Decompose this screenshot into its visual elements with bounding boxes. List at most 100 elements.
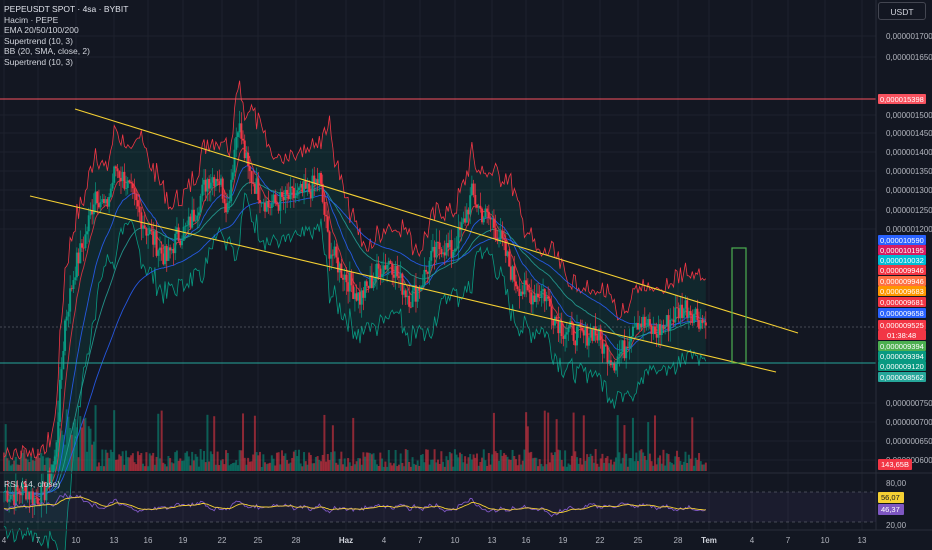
- volume-bar: [126, 457, 129, 471]
- time-axis[interactable]: 4 7 10 13 16 19 22 25 28 Haz 4 7 10 13 16 19 22 25 28 Tem 4 7…: [2, 536, 867, 545]
- volume-bar: [613, 461, 616, 471]
- candle-body: [689, 311, 692, 316]
- volume-bar: [204, 462, 207, 471]
- volume-bar: [550, 452, 553, 471]
- candle-body: [670, 319, 673, 321]
- volume-bar: [703, 464, 706, 471]
- candle-body: [267, 200, 270, 208]
- volume-bar: [584, 460, 587, 471]
- volume-bar: [270, 455, 273, 471]
- legend-supertrend-2[interactable]: Supertrend (10, 3): [4, 56, 73, 67]
- volume-bar: [69, 427, 72, 471]
- volume-bar: [404, 449, 407, 471]
- volume-bar: [21, 452, 24, 471]
- rsi-badge: [878, 492, 904, 503]
- candle-body: [111, 182, 114, 189]
- candle-body: [119, 177, 122, 182]
- candle-body: [338, 263, 341, 273]
- legend-ema[interactable]: EMA 20/50/100/200: [4, 25, 79, 36]
- volume-bar: [297, 449, 300, 471]
- candle-body: [638, 323, 641, 330]
- volume-bar: [704, 462, 707, 471]
- candle-body: [57, 421, 60, 443]
- candle-body: [472, 183, 475, 195]
- volume-bar: [343, 458, 346, 471]
- candle-body: [101, 199, 104, 203]
- candle-body: [604, 344, 607, 346]
- candle-body: [242, 138, 245, 141]
- volume-bar: [214, 464, 217, 471]
- volume-bar: [555, 419, 558, 471]
- volume-bar: [218, 465, 221, 471]
- candle-body: [77, 252, 80, 264]
- horizontal-levels[interactable]: [0, 98, 876, 364]
- rsi-legend[interactable]: RSI (14, close): [4, 479, 61, 489]
- candle-body: [664, 326, 667, 329]
- volume-bar: [233, 462, 236, 471]
- volume-bar: [267, 463, 270, 471]
- currency-button[interactable]: USDT: [878, 2, 926, 20]
- candle-body: [438, 242, 441, 250]
- candle-body: [528, 290, 531, 293]
- price-badge: [878, 320, 926, 330]
- volume-bar: [659, 455, 662, 471]
- volume-bar: [391, 465, 394, 471]
- candle-body: [103, 199, 106, 204]
- bb-lower: [3, 192, 707, 550]
- candle-body: [370, 275, 373, 288]
- volume-bar: [320, 461, 323, 471]
- volume-bar: [684, 451, 687, 471]
- volume-bar: [642, 452, 645, 471]
- volume-bar: [99, 465, 102, 471]
- volume-bar: [637, 461, 640, 471]
- candle-body: [96, 191, 99, 204]
- volume-bar: [414, 464, 417, 471]
- candle-body: [28, 491, 31, 500]
- candle-body: [582, 330, 585, 336]
- volume-bar: [359, 458, 361, 471]
- volume-bar: [33, 460, 36, 471]
- ema-line-40: [4, 181, 706, 496]
- candle-body: [143, 225, 146, 229]
- volume-bar: [187, 456, 190, 471]
- candle-body: [660, 325, 663, 336]
- symbol-title[interactable]: PEPEUSDT SPOT · 4sa · BYBIT: [4, 4, 129, 14]
- trendlines[interactable]: [29, 108, 799, 373]
- volume-bar: [386, 466, 389, 471]
- volume-bar: [206, 414, 209, 471]
- candle-body: [218, 181, 221, 185]
- volume-bar: [547, 412, 550, 471]
- volume-bar: [681, 464, 684, 471]
- price-badge-label: 0,000015398: [880, 95, 924, 104]
- candle-body: [355, 293, 358, 301]
- candle-body: [416, 287, 419, 302]
- volume-bar: [352, 417, 355, 471]
- volume-bar: [104, 449, 107, 471]
- volume-bar: [491, 454, 494, 471]
- volume-bar: [496, 453, 499, 471]
- legend-supertrend[interactable]: Supertrend (10, 3): [4, 35, 73, 46]
- volume-bar: [413, 463, 416, 471]
- volume-bar: [4, 424, 7, 471]
- candle-body: [160, 247, 163, 254]
- volume-bar: [401, 462, 404, 471]
- volume-bar: [392, 463, 395, 471]
- candle-body: [211, 177, 214, 183]
- legend-volume[interactable]: Hacim · PEPE: [4, 14, 59, 25]
- candle-body: [230, 179, 233, 202]
- volume-bar: [475, 453, 478, 471]
- volume-bar: [26, 459, 29, 471]
- candle-body: [109, 188, 112, 197]
- legend-bb[interactable]: BB (20, SMA, close, 2): [4, 46, 90, 57]
- candle-body: [184, 225, 187, 227]
- volume-bar: [164, 464, 167, 471]
- volume-bar: [616, 415, 619, 471]
- target-box[interactable]: [731, 247, 747, 364]
- time-tick-label: 7: [36, 536, 41, 545]
- volume-bar: [481, 457, 484, 471]
- volume-bar: [323, 414, 326, 471]
- candle-body: [637, 323, 640, 330]
